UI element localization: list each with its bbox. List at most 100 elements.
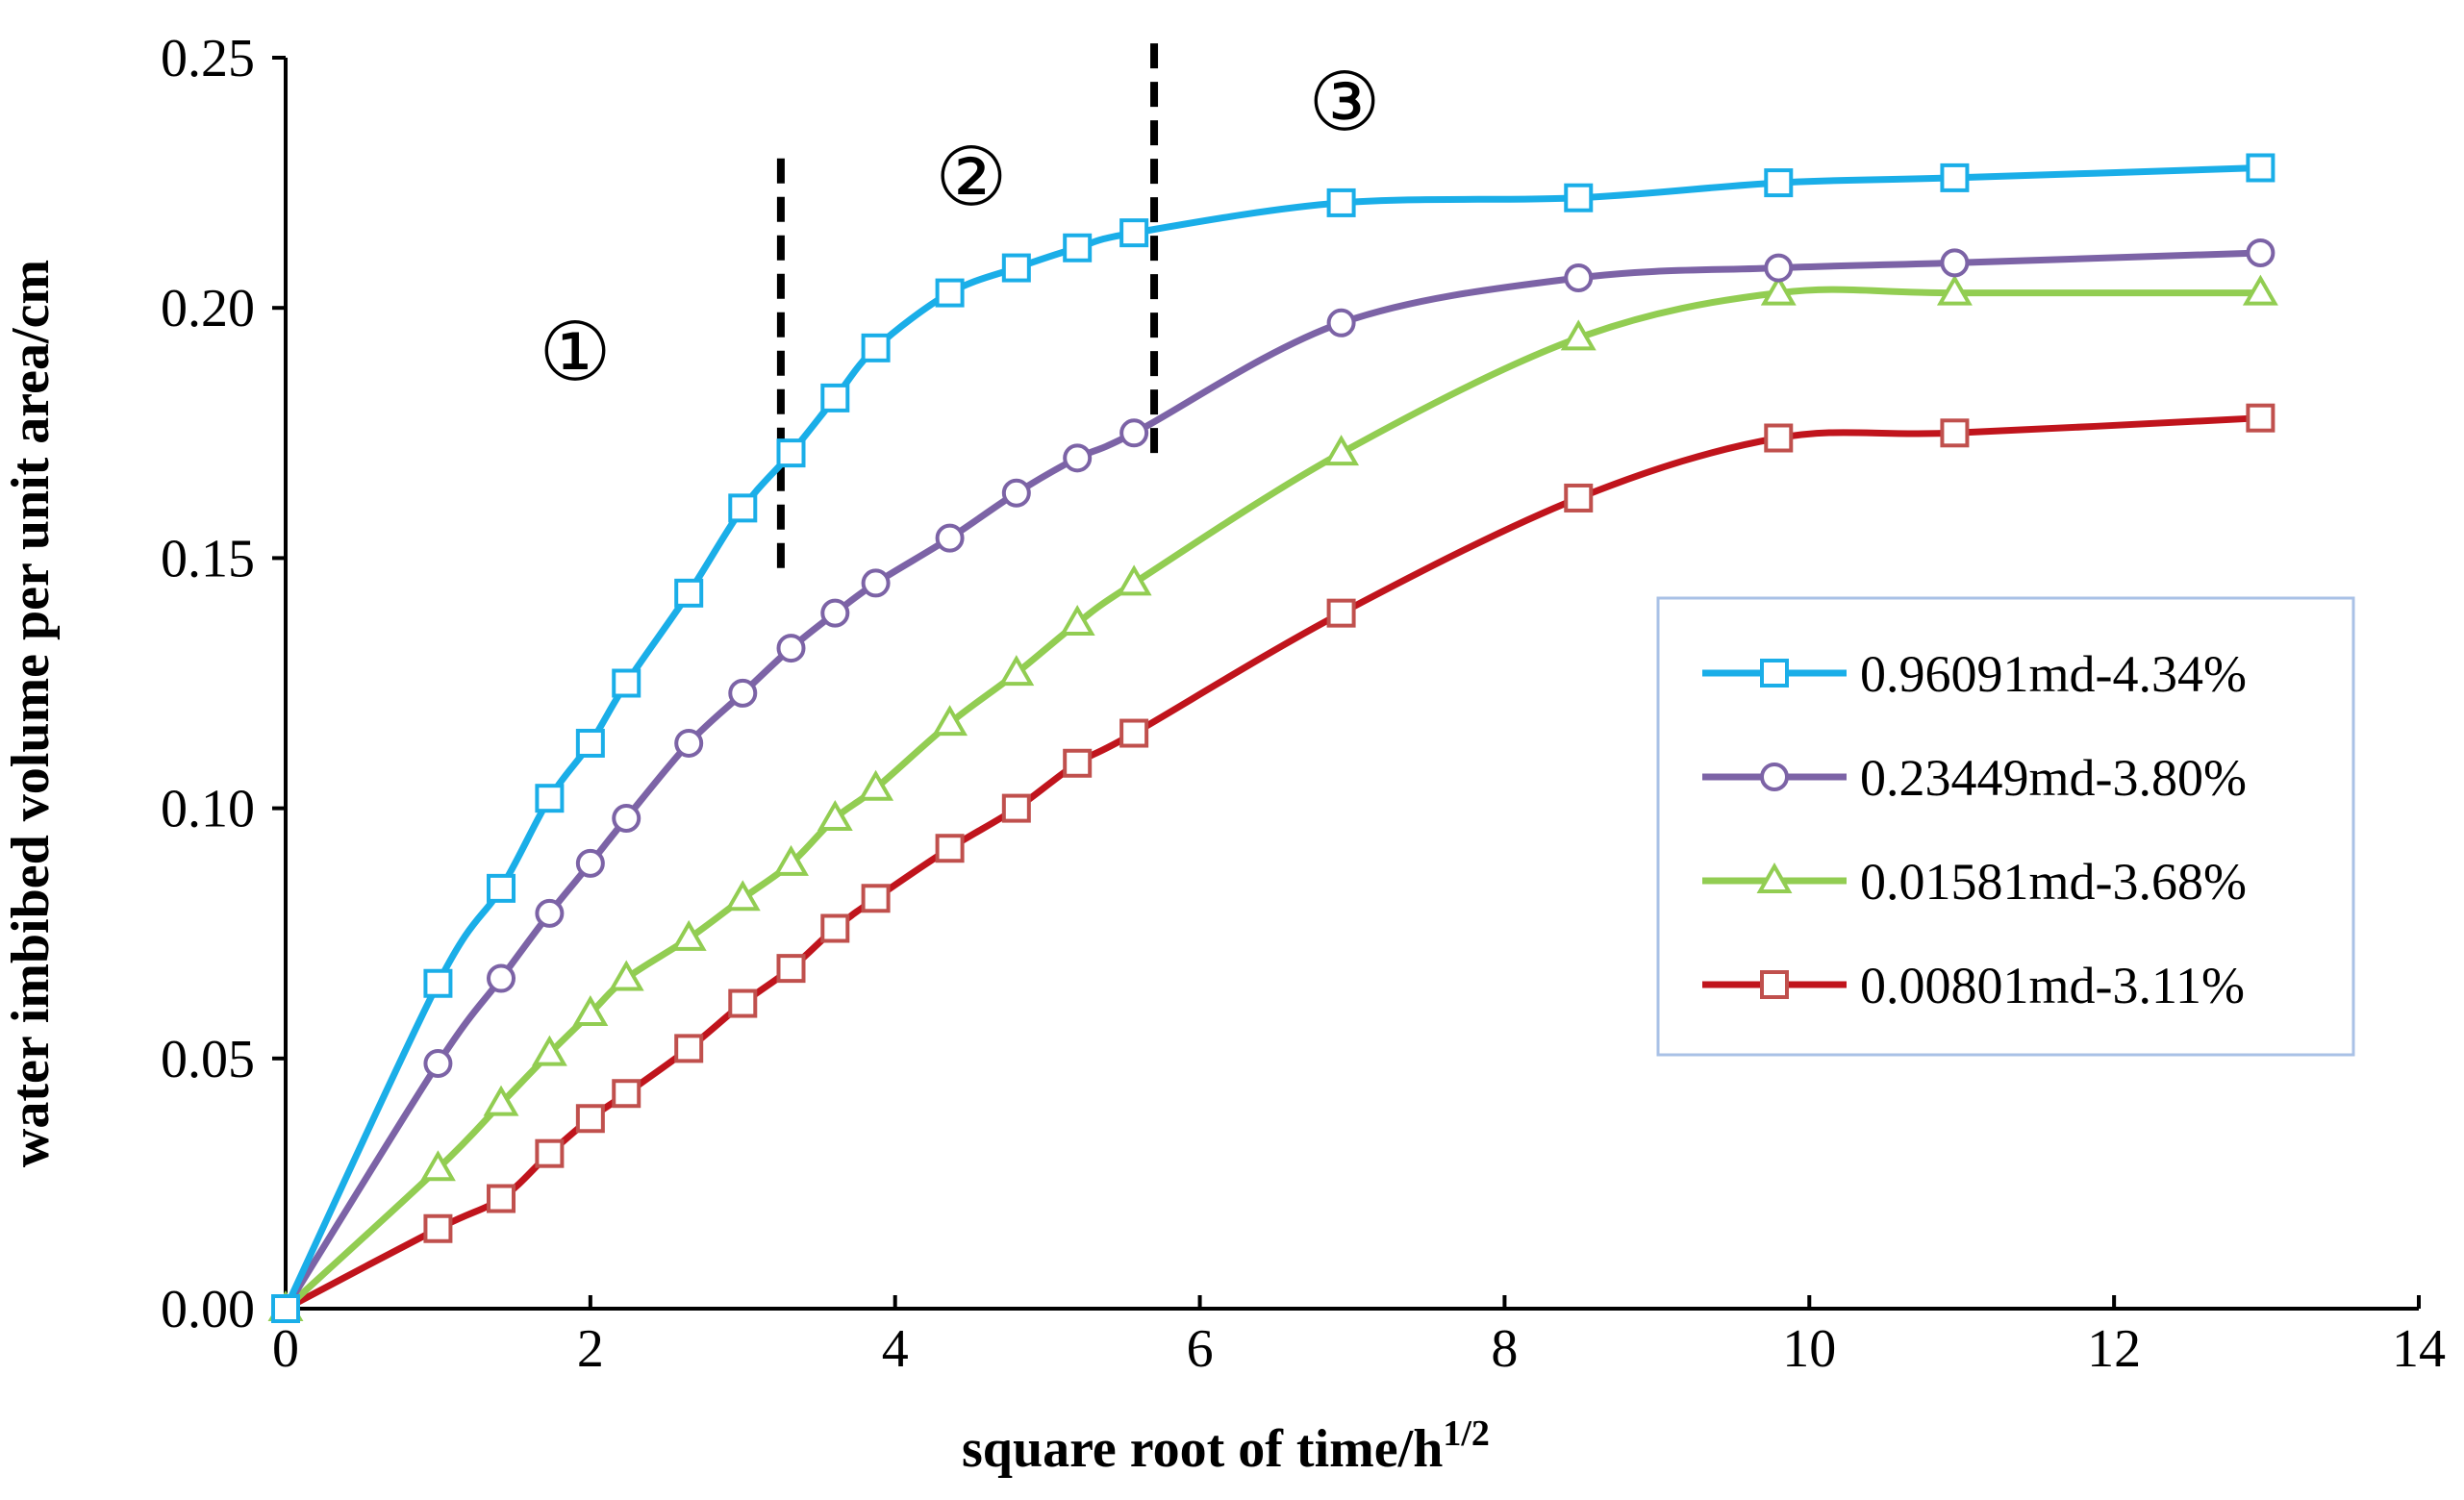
x-tick-label: 8 <box>1491 1319 1518 1379</box>
data-point <box>861 568 891 598</box>
legend-swatch-marker <box>1756 862 1793 893</box>
y-tick-label: 0.00 <box>161 1280 255 1339</box>
data-point <box>932 705 968 737</box>
data-point <box>1001 478 1031 508</box>
data-point <box>1764 168 1794 198</box>
data-point <box>1063 748 1093 778</box>
legend-entry: 0.96091md-4.34% <box>1702 645 2247 703</box>
data-point <box>776 438 806 468</box>
data-point <box>935 523 965 553</box>
x-axis-title-main: square root of time/h <box>962 1419 1443 1479</box>
data-point <box>535 784 565 813</box>
data-point <box>773 844 809 876</box>
x-tick-label: 10 <box>1782 1319 1836 1379</box>
data-point <box>423 968 453 998</box>
data-point <box>1063 443 1093 473</box>
series-group <box>267 153 2278 1323</box>
data-point <box>776 634 806 663</box>
y-tick-label: 0.25 <box>161 29 255 88</box>
series-0.23449md-3.80% <box>271 238 2275 1323</box>
x-axis-title: square root of time/h1/2 <box>962 1413 1490 1479</box>
data-point <box>2246 403 2275 433</box>
y-tick-label: 0.10 <box>161 780 255 839</box>
x-tick-label: 4 <box>882 1319 909 1379</box>
data-point <box>487 963 516 993</box>
data-point <box>575 728 605 758</box>
data-point <box>1940 162 1970 192</box>
data-point <box>861 333 891 362</box>
data-point <box>575 1104 605 1134</box>
data-point <box>817 800 853 832</box>
data-point <box>1119 418 1149 448</box>
legend-label: 0.23449md-3.80% <box>1860 749 2247 807</box>
data-point <box>1564 183 1594 212</box>
y-tick-label: 0.20 <box>161 279 255 338</box>
data-point <box>612 668 641 698</box>
data-point <box>1059 605 1095 637</box>
data-point <box>820 383 850 412</box>
data-point <box>1326 188 1356 217</box>
data-point <box>1560 319 1597 351</box>
data-point <box>1116 564 1152 596</box>
phase-dividers <box>776 38 1159 568</box>
data-point <box>271 1294 300 1323</box>
data-point <box>1323 435 1360 466</box>
data-point <box>572 994 609 1026</box>
data-point <box>1119 218 1149 248</box>
data-point <box>674 728 704 758</box>
legend-entry: 0.01581md-3.68% <box>1702 853 2247 911</box>
legend: 0.96091md-4.34% 0.23449md-3.80% 0.01581md-… <box>1656 596 2355 1057</box>
tick-labels: 0 2 4 6 8 10 12 14 0.00 0.05 0.10 0.15 0.20 0.25 <box>161 29 2446 1379</box>
data-point <box>1940 418 1970 448</box>
data-point <box>820 598 850 628</box>
data-point <box>670 919 707 951</box>
data-point <box>674 1034 704 1063</box>
x-tick-label: 0 <box>272 1319 299 1379</box>
y-tick-label: 0.05 <box>161 1030 255 1089</box>
data-point <box>2246 153 2275 183</box>
data-point <box>998 655 1035 687</box>
data-point <box>935 834 965 863</box>
data-point <box>608 960 644 991</box>
data-point <box>612 1079 641 1109</box>
data-point <box>2246 238 2275 267</box>
phase-label: ③ <box>1308 55 1380 149</box>
data-point <box>724 880 761 912</box>
data-point <box>1326 308 1356 338</box>
data-point <box>612 804 641 834</box>
legend-entry: 0.23449md-3.80% <box>1702 749 2247 807</box>
data-point <box>535 898 565 928</box>
data-point <box>1764 253 1794 283</box>
data-point <box>1564 262 1594 292</box>
data-point <box>728 678 758 708</box>
data-point <box>575 848 605 878</box>
data-point <box>1001 793 1031 823</box>
legend-swatch-marker <box>1760 762 1789 791</box>
data-point <box>483 1085 519 1116</box>
data-point <box>820 913 850 943</box>
x-axis-title-sup: 1/2 <box>1443 1413 1490 1454</box>
legend-label: 0.96091md-4.34% <box>1860 645 2247 703</box>
legend-label: 0.00801md-3.11% <box>1860 957 2245 1014</box>
data-point <box>1760 274 1797 306</box>
x-tick-label: 6 <box>1187 1319 1214 1379</box>
y-tick-label: 0.15 <box>161 529 255 588</box>
data-point <box>1119 718 1149 748</box>
series-0.00801md-3.11% <box>271 403 2275 1323</box>
legend-swatch-marker <box>1760 970 1789 999</box>
data-point <box>487 873 516 903</box>
data-point <box>531 1035 567 1066</box>
data-point <box>1564 483 1594 512</box>
phase-label: ② <box>935 130 1007 224</box>
x-tick-label: 12 <box>2087 1319 2141 1379</box>
data-point <box>776 954 806 984</box>
x-tick-label: 14 <box>2392 1319 2446 1379</box>
data-point <box>728 988 758 1018</box>
phase-annotations: ① ② ③ <box>539 55 1380 399</box>
x-tick-label: 2 <box>577 1319 604 1379</box>
phase-label: ① <box>539 305 611 399</box>
data-point <box>861 884 891 913</box>
data-point <box>935 278 965 308</box>
data-point <box>1940 248 1970 278</box>
data-point <box>419 1150 456 1182</box>
